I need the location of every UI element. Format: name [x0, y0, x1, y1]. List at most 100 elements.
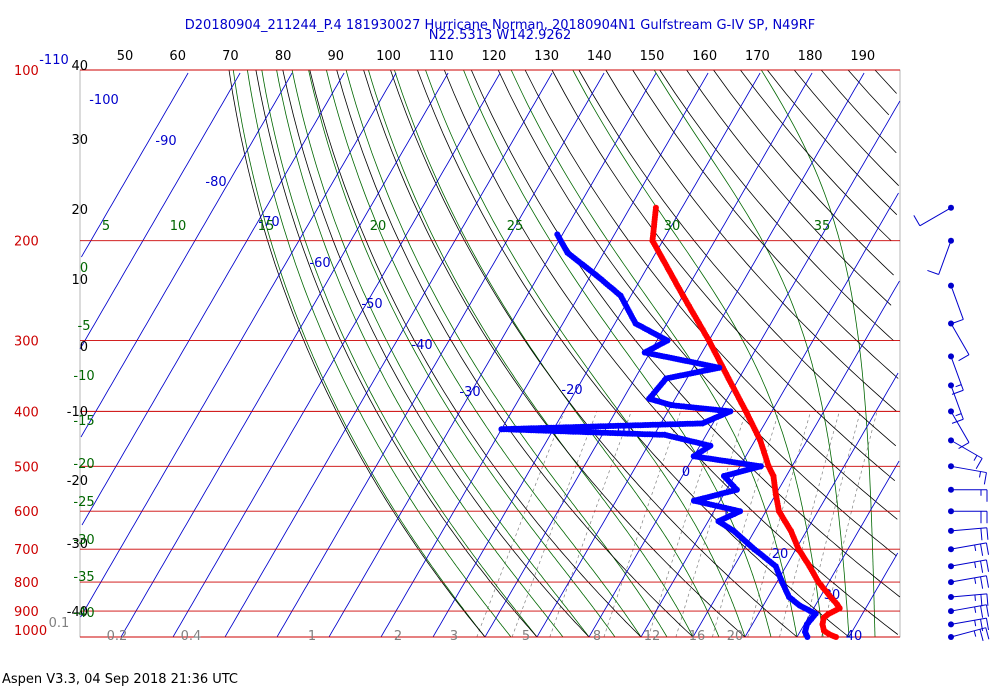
dry-adiabat-line	[336, 69, 694, 638]
moist-adiabat-line	[326, 69, 642, 638]
wind-barb-half-flag	[974, 561, 977, 568]
pressure-label: 600	[14, 505, 39, 520]
mixing-ratio-label: 3	[450, 629, 458, 644]
moist-adiabat-label: -35	[73, 570, 94, 585]
top-temperature-label: 50	[117, 49, 134, 64]
dry-adiabat-line	[874, 69, 897, 94]
dry-adiabat-line	[255, 69, 538, 638]
wind-barb-flag	[986, 593, 989, 606]
wind-barb-staff	[938, 240, 952, 275]
chart-subtitle: N22.5313 W142.9262	[429, 28, 572, 43]
theta-label: 5	[102, 219, 110, 234]
wind-barb-staff	[950, 559, 987, 567]
moist-adiabat-line	[308, 69, 616, 638]
dry-adiabat-line	[659, 69, 894, 341]
mixing-ratio-label: 1	[308, 629, 316, 644]
pressure-label: 900	[14, 605, 39, 620]
wind-barb-station	[948, 382, 954, 389]
wind-barb-staff	[950, 604, 987, 612]
moist-adiabat-line	[291, 69, 590, 638]
isotherm-line	[328, 72, 657, 638]
wind-barb-flag	[958, 442, 970, 449]
isotherm-value-label: 0	[682, 465, 690, 480]
dry-adiabat-line	[766, 69, 898, 215]
wind-barb-staff	[950, 465, 987, 474]
wind-barb-flag	[980, 605, 984, 618]
wind-barb-flag	[985, 618, 990, 631]
wind-barb-station	[948, 563, 954, 570]
pressure-label: 800	[14, 576, 39, 591]
isotherm-value-label: -50	[361, 297, 382, 312]
dry-adiabat-line	[443, 69, 899, 635]
pressure-label: 500	[14, 460, 39, 475]
pressure-label: 300	[14, 335, 39, 350]
moist-adiabat-label: -10	[73, 369, 94, 384]
isotherm-line	[79, 72, 241, 350]
wind-barb-flag	[951, 418, 964, 424]
isotherm-line	[380, 72, 709, 638]
moist-adiabat-line	[261, 69, 538, 638]
top-temperature-label: 190	[850, 49, 875, 64]
wind-barb-flag	[985, 542, 990, 555]
isotherm-line	[224, 72, 553, 638]
dry-adiabat-line	[551, 69, 896, 482]
dry-adiabat-line	[282, 69, 590, 638]
dry-adiabat-line	[632, 69, 899, 379]
isotherm-value-label: 40	[846, 629, 863, 644]
moist-adiabat-line	[653, 69, 850, 638]
wind-barb-staff	[950, 285, 964, 320]
dry-adiabat-line	[686, 69, 892, 306]
wind-barb-flag	[975, 458, 983, 470]
dry-adiabat-line	[309, 69, 642, 638]
wind-barb-station	[948, 463, 954, 470]
wind-barb-station	[948, 204, 954, 211]
footer-text: Aspen V3.3, 04 Sep 2018 21:36 UTC	[2, 672, 238, 687]
moist-adiabat-label: -15	[73, 414, 94, 429]
dry-adiabat-line	[417, 69, 850, 638]
moist-adiabat-line	[232, 69, 486, 638]
wind-barb-station	[948, 621, 954, 628]
pressure-label: 1000	[14, 624, 47, 639]
top-temperature-label: 110	[429, 49, 454, 64]
wind-barb-flag	[985, 575, 990, 588]
moist-adiabat-label: 0	[80, 261, 88, 276]
wind-barb-flag	[958, 354, 970, 362]
dry-adiabat-line	[793, 69, 899, 186]
isotherm-line	[276, 72, 605, 638]
moist-adiabat-label: -5	[78, 319, 91, 334]
mixing-ratio-label: 0.1	[49, 616, 70, 631]
wind-barb-staff	[950, 323, 970, 355]
wind-barb-half-flag	[955, 413, 962, 417]
dry-adiabat-line	[820, 69, 897, 154]
dry-adiabat-line	[524, 69, 898, 520]
mixing-ratio-label: 20	[727, 629, 744, 644]
mixing-ratio-label: 16	[689, 629, 706, 644]
wind-barb-station	[948, 608, 954, 615]
wind-barb-half-flag	[974, 620, 977, 627]
wind-barb-station	[948, 546, 954, 553]
wind-barb-flag	[983, 472, 987, 485]
height-label: 0	[80, 340, 88, 355]
isotherm-value-label: 20	[772, 547, 789, 562]
wind-barb-flag	[980, 594, 983, 607]
isotherm-value-label: -90	[155, 134, 176, 149]
wind-barb-half-flag	[974, 544, 977, 551]
isotherm-line	[536, 72, 865, 638]
wind-barb-flag	[979, 629, 984, 641]
pressure-label: 700	[14, 543, 39, 558]
isotherm-line	[848, 552, 899, 638]
dry-adiabat-line	[470, 69, 901, 598]
height-label: 20	[71, 203, 88, 218]
wind-barb-half-flag	[979, 471, 982, 478]
wind-barb-staff	[950, 575, 987, 583]
isotherm-value-label: -70	[258, 215, 279, 230]
top-temperature-label: 140	[587, 49, 612, 64]
isotherm-value-label: -40	[411, 338, 432, 353]
height-label: -30	[67, 537, 88, 552]
moist-adiabat-line	[368, 69, 694, 638]
isotherm-value-label: -20	[561, 383, 582, 398]
isotherm-value-label: -80	[205, 175, 226, 190]
isotherm-line	[172, 72, 501, 638]
top-temperature-label: 150	[640, 49, 665, 64]
